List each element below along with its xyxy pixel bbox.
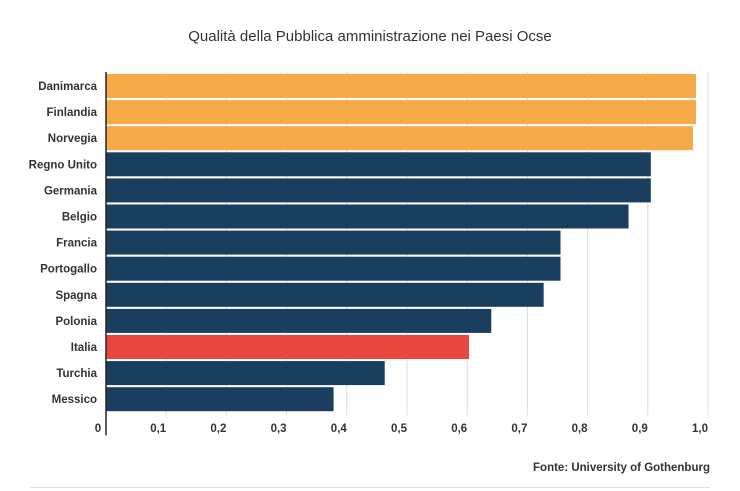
footer-divider xyxy=(30,487,710,488)
bar xyxy=(106,74,696,98)
x-tick-label: 0,2 xyxy=(210,423,226,435)
category-label: Danimarca xyxy=(38,81,97,93)
category-label: Portogallo xyxy=(40,264,97,276)
x-tick-label: 0,7 xyxy=(511,423,527,435)
x-tick-label: 1,0 xyxy=(692,423,708,435)
category-label: Germania xyxy=(44,185,98,197)
category-label: Finlandia xyxy=(47,107,98,119)
category-label: Belgio xyxy=(62,212,97,224)
x-tick-label: 0,5 xyxy=(391,423,408,435)
chart-title: Qualità della Pubblica amministrazione n… xyxy=(188,28,552,45)
bar xyxy=(106,256,561,281)
bar xyxy=(106,387,334,412)
x-tick-label: 0,3 xyxy=(271,423,287,435)
category-label: Turchia xyxy=(56,368,97,380)
category-label: Regno Unito xyxy=(29,159,97,171)
x-tick-label: 0,8 xyxy=(572,423,589,435)
category-label: Polonia xyxy=(55,316,97,328)
category-label: Norvegia xyxy=(48,133,98,145)
x-tick-label: 0,6 xyxy=(451,423,467,435)
bar xyxy=(106,204,629,229)
bar xyxy=(106,152,651,177)
category-label: Francia xyxy=(56,238,98,250)
bar xyxy=(106,100,696,125)
bar xyxy=(106,230,561,255)
bar xyxy=(106,282,544,307)
bar xyxy=(106,178,651,203)
bar xyxy=(106,126,693,151)
x-tick-label: 0,4 xyxy=(331,423,348,435)
category-label: Italia xyxy=(71,342,98,354)
bar xyxy=(106,308,492,333)
x-tick-label: 0,1 xyxy=(150,423,167,435)
x-tick-label: 0,9 xyxy=(632,423,648,435)
bar xyxy=(106,361,385,386)
category-label: Messico xyxy=(52,394,97,406)
x-tick-label: 0 xyxy=(95,423,101,435)
bar xyxy=(106,335,470,359)
category-label: Spagna xyxy=(55,290,97,302)
source-note: Fonte: University of Gothenburg xyxy=(533,462,710,474)
